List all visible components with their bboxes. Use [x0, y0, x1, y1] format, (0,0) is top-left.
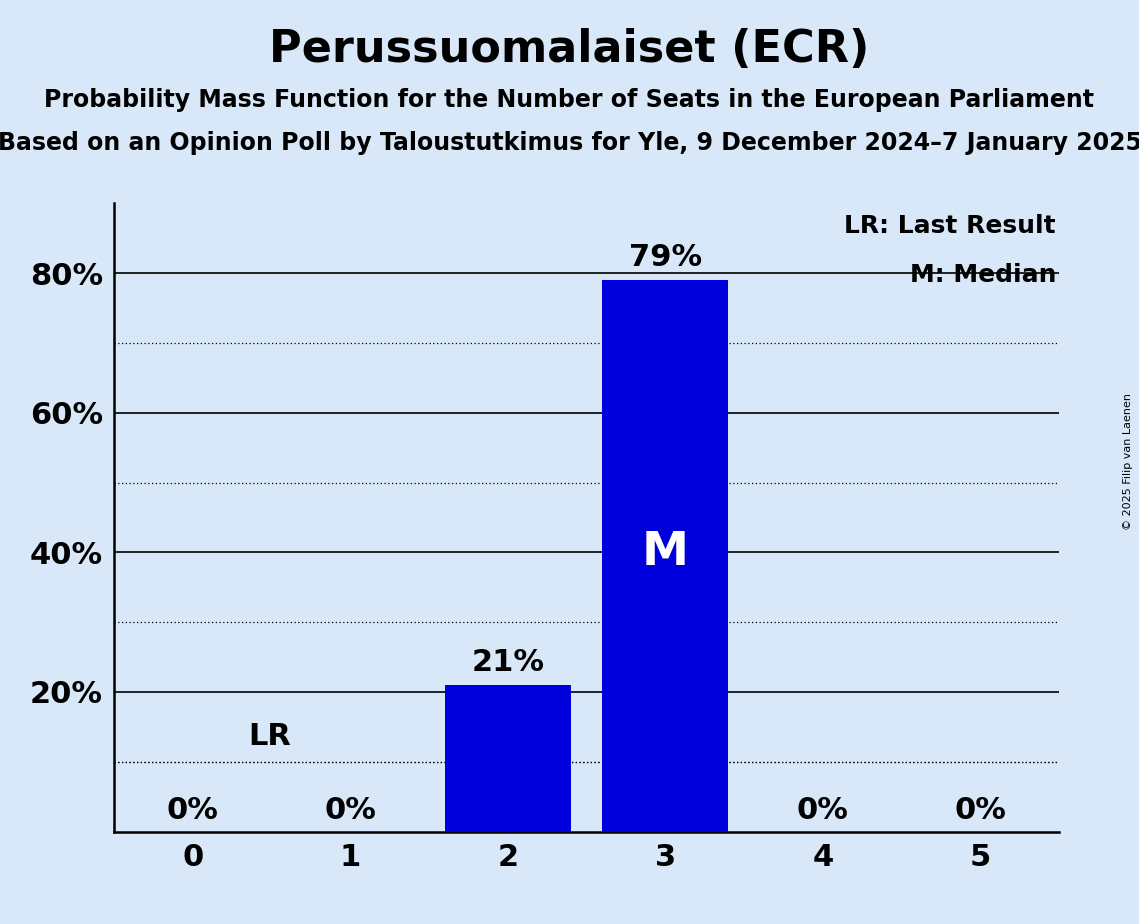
Text: 21%: 21%	[472, 648, 544, 676]
Text: 0%: 0%	[325, 796, 376, 824]
Text: Perussuomalaiset (ECR): Perussuomalaiset (ECR)	[269, 28, 870, 71]
Text: M: M	[642, 529, 689, 575]
Text: LR: LR	[248, 723, 290, 751]
Text: 0%: 0%	[797, 796, 849, 824]
Text: 79%: 79%	[629, 243, 702, 272]
Text: Based on an Opinion Poll by Taloustutkimus for Yle, 9 December 2024–7 January 20: Based on an Opinion Poll by Taloustutkim…	[0, 131, 1139, 155]
Text: 0%: 0%	[166, 796, 219, 824]
Text: LR: Last Result: LR: Last Result	[844, 213, 1056, 237]
Text: © 2025 Filip van Laenen: © 2025 Filip van Laenen	[1123, 394, 1133, 530]
Text: M: Median: M: Median	[910, 262, 1056, 286]
Text: Probability Mass Function for the Number of Seats in the European Parliament: Probability Mass Function for the Number…	[44, 88, 1095, 112]
Bar	[603, 280, 729, 832]
Bar	[444, 685, 571, 832]
Text: 0%: 0%	[954, 796, 1007, 824]
